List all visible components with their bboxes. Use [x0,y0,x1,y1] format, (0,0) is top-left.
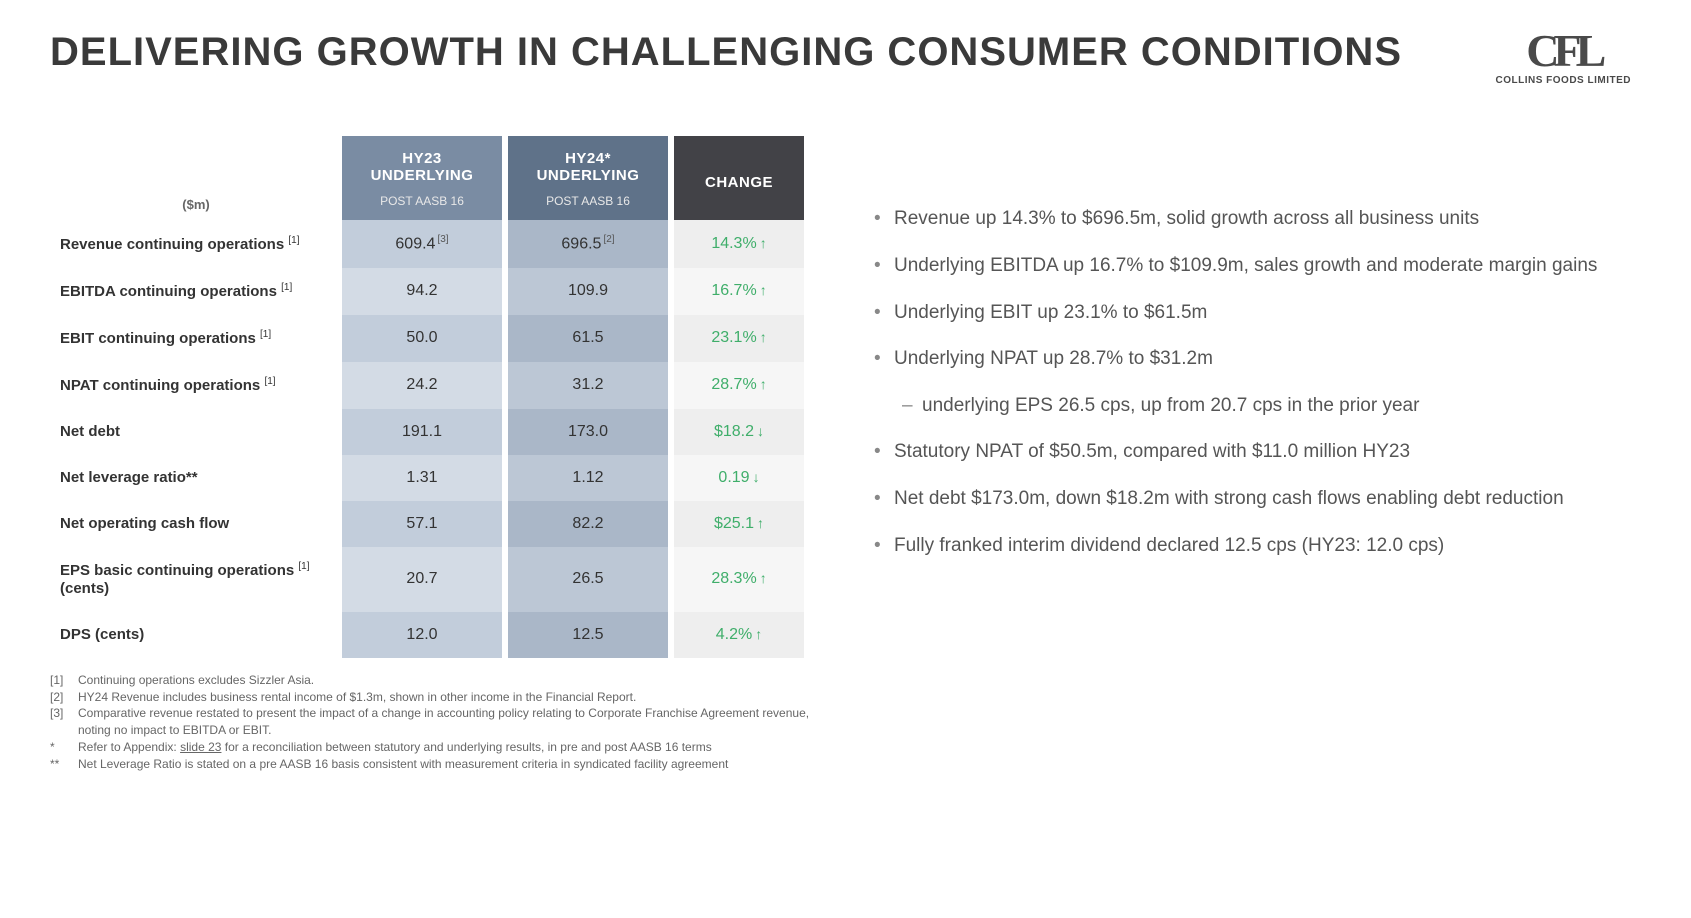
row-label: Net debt [56,409,336,455]
table-row: Revenue continuing operations [1]609.4[3… [56,220,804,267]
unit-label: ($m) [56,136,336,220]
table-row: Net debt 191.1173.0$18.2↓ [56,409,804,455]
row-label: Revenue continuing operations [1] [56,220,336,267]
table-row: NPAT continuing operations [1]24.231.228… [56,362,804,409]
footnote: [3]Comparative revenue restated to prese… [50,705,810,739]
row-label: EPS basic continuing operations [1](cent… [56,547,336,612]
company-logo: CFL COLLINS FOODS LIMITED [1496,30,1632,86]
hy24-value: 1.12 [508,455,668,501]
hy23-value: 191.1 [342,409,502,455]
page-title: DELIVERING GROWTH IN CHALLENGING CONSUME… [50,30,1402,75]
hy24-value: 109.9 [508,268,668,315]
col-header-hy24: HY24* UNDERLYING [508,136,668,190]
footnotes: [1]Continuing operations excludes Sizzle… [50,672,810,773]
hy23-value: 94.2 [342,268,502,315]
logo-subtext: COLLINS FOODS LIMITED [1496,75,1632,86]
change-value: 28.7%↑ [674,362,804,409]
change-value: 0.19↓ [674,455,804,501]
hy23-value: 57.1 [342,501,502,547]
footnote: *Refer to Appendix: slide 23 for a recon… [50,739,810,756]
col-sub-hy23: POST AASB 16 [342,190,502,220]
highlight-item: Net debt $173.0m, down $18.2m with stron… [870,486,1641,513]
change-value: 28.3%↑ [674,547,804,612]
row-label: NPAT continuing operations [1] [56,362,336,409]
table-row: DPS (cents) 12.012.54.2%↑ [56,612,804,658]
hy23-value: 609.4[3] [342,220,502,267]
highlight-item: Statutory NPAT of $50.5m, compared with … [870,439,1641,466]
row-label: Net leverage ratio** [56,455,336,501]
hy23-value: 1.31 [342,455,502,501]
highlight-item: Underlying EBITDA up 16.7% to $109.9m, s… [870,253,1641,280]
highlight-item: Revenue up 14.3% to $696.5m, solid growt… [870,206,1641,233]
table-row: Net leverage ratio** 1.311.120.19↓ [56,455,804,501]
hy24-value: 31.2 [508,362,668,409]
highlight-item: Fully franked interim dividend declared … [870,533,1641,560]
highlights-panel: Revenue up 14.3% to $696.5m, solid growt… [870,136,1641,579]
table-row: Net operating cash flow 57.182.2$25.1↑ [56,501,804,547]
table-row: EBITDA continuing operations [1]94.2109.… [56,268,804,315]
footnote: [1]Continuing operations excludes Sizzle… [50,672,810,689]
change-value: 16.7%↑ [674,268,804,315]
hy23-value: 24.2 [342,362,502,409]
hy23-value: 20.7 [342,547,502,612]
change-value: 23.1%↑ [674,315,804,362]
change-value: $18.2↓ [674,409,804,455]
hy24-value: 61.5 [508,315,668,362]
hy24-value: 696.5[2] [508,220,668,267]
col-header-change: CHANGE [674,136,804,220]
hy24-value: 82.2 [508,501,668,547]
change-value: $25.1↑ [674,501,804,547]
highlight-item: Underlying NPAT up 28.7% to $31.2m [870,346,1641,373]
row-label: EBITDA continuing operations [1] [56,268,336,315]
footnote-link[interactable]: slide 23 [180,740,221,754]
footnote: [2]HY24 Revenue includes business rental… [50,689,810,706]
table-row: EBIT continuing operations [1]50.061.523… [56,315,804,362]
footnote: **Net Leverage Ratio is stated on a pre … [50,756,810,773]
change-value: 14.3%↑ [674,220,804,267]
row-label: Net operating cash flow [56,501,336,547]
hy23-value: 12.0 [342,612,502,658]
table-row: EPS basic continuing operations [1](cent… [56,547,804,612]
col-header-hy23: HY23 UNDERLYING [342,136,502,190]
col-sub-hy24: POST AASB 16 [508,190,668,220]
change-value: 4.2%↑ [674,612,804,658]
hy24-value: 173.0 [508,409,668,455]
hy23-value: 50.0 [342,315,502,362]
financial-table: ($m) HY23 UNDERLYING HY24* UNDERLYING CH… [50,136,810,657]
highlight-subitem: underlying EPS 26.5 cps, up from 20.7 cp… [894,393,1641,420]
logo-mark: CFL [1496,30,1632,71]
hy24-value: 26.5 [508,547,668,612]
row-label: DPS (cents) [56,612,336,658]
row-label: EBIT continuing operations [1] [56,315,336,362]
highlight-item: Underlying EBIT up 23.1% to $61.5m [870,300,1641,327]
hy24-value: 12.5 [508,612,668,658]
